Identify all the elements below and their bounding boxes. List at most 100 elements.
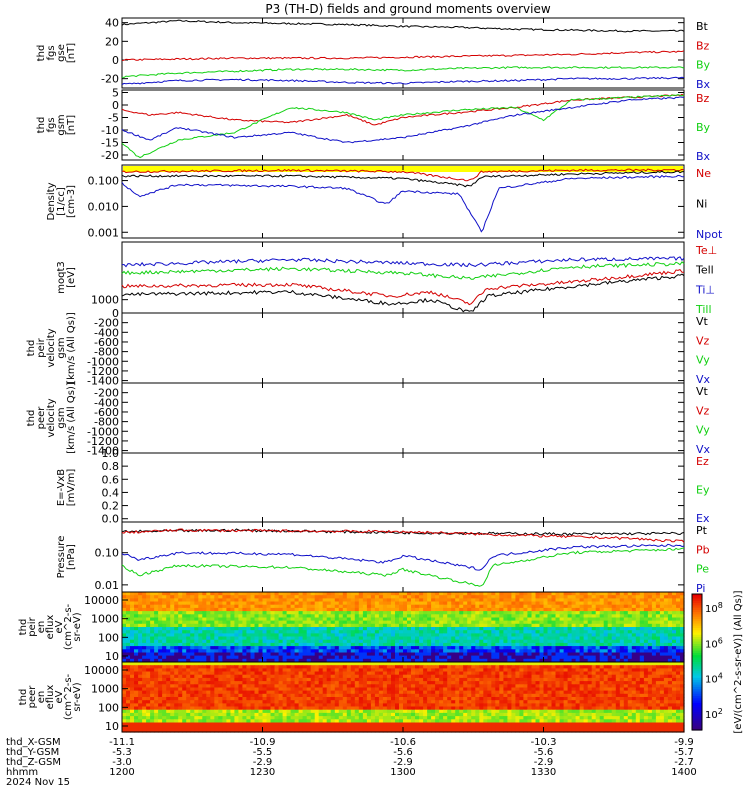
spectrogram-cell [362,652,368,657]
spectrogram-cell [659,684,665,689]
spectrogram-cell [615,677,621,682]
spectrogram-cell [150,677,155,682]
spectrogram-cell [475,655,480,660]
spectrogram-cell [447,677,452,682]
spectrogram-cell [158,592,163,596]
spectrogram-cell [278,630,284,634]
spectrogram-cell [162,649,167,654]
spectrogram-cell [672,617,677,622]
spectrogram-cell [591,652,597,657]
spectrogram-cell [507,674,512,679]
spectrogram-cell [591,681,597,685]
spectrogram-cell [194,674,199,679]
spectrogram-cell [603,636,609,641]
spectrogram-cell [258,607,264,612]
spectrogram-cell [535,662,541,666]
spectrogram-cell [278,607,284,612]
spectrogram-cell [571,668,577,673]
spectrogram-cell [382,646,388,650]
spectrogram-cell [326,658,332,663]
spectrogram-cell [234,697,239,701]
spectrogram-cell [680,607,685,612]
spectrogram-cell [567,627,573,631]
spectrogram-cell [559,617,565,622]
spectrogram-cell [627,592,633,596]
spectrogram-cell [663,633,669,638]
spectrogram-cell [439,649,444,654]
spectrogram-cell [499,646,504,650]
spectrogram-cell [370,690,376,695]
spectrogram-cell [527,617,532,622]
spectrogram-cell [595,674,601,679]
spectrogram-cell [643,649,649,654]
spectrogram-cell [523,623,528,628]
spectrogram-cell [527,604,532,609]
spectrogram-cell [395,674,400,679]
spectrogram-cell [680,665,685,669]
spectrogram-cell [182,592,187,596]
spectrogram-cell [182,658,187,663]
spectrogram-cell [399,607,404,612]
spectrogram-cell [595,604,601,609]
legend-Vy: Vy [696,424,710,437]
spectrogram-cell [194,630,199,634]
spectrogram-cell [447,633,452,638]
spectrogram-cell [334,690,340,695]
spectrogram-cell [559,623,565,628]
spectrogram-cell [399,630,404,634]
spectrogram-cell [218,662,223,666]
spectrogram-cell [431,595,436,599]
spectrogram-cell [523,598,528,603]
spectrogram-cell [174,668,179,673]
spectrogram-cell [138,630,143,634]
spectrogram-cell [174,630,179,634]
spectrogram-cell [154,598,159,603]
spectrogram-cell [190,681,195,685]
legend-Bz: Bz [696,92,710,105]
spectrogram-cell [455,617,460,622]
spectrogram-cell [242,617,247,622]
spectrogram-cell [278,697,284,701]
spectrogram-cell [543,684,549,689]
spectrogram-cell [655,636,661,641]
spectrogram-cell [543,604,549,609]
spectrogram-cell [631,617,637,622]
spectrogram-cell [298,601,304,606]
spectrogram-cell [451,630,456,634]
spectrogram-cell [431,687,436,692]
spectrogram-cell [266,604,272,609]
spectrogram-cell [282,684,288,689]
spectrogram-cell [587,646,593,650]
spectrogram-cell [142,604,147,609]
spectrogram-cell [511,617,516,622]
y-tick-label: 0.4 [102,486,120,499]
spectrogram-cell [431,598,436,603]
spectrogram-cell [399,614,404,619]
spectrogram-cell [647,681,653,685]
spectrogram-cell [258,662,264,666]
spectrogram-cell [467,687,472,692]
spectrogram-cell [282,658,288,663]
spectrogram-cell [423,620,428,625]
spectrogram-cell [395,636,400,641]
spectrogram-cell [391,620,396,625]
spectrogram-cell [515,668,520,673]
spectrogram-cell [202,687,207,692]
spectrogram-cell [270,623,276,628]
spectrogram-cell [282,668,288,673]
spectrogram-cell [214,595,219,599]
spectrogram-cell [647,642,653,647]
spectrogram-cell [467,652,472,657]
spectrogram-cell [623,607,629,612]
spectrogram-cell [563,633,569,638]
spectrogram-cell [374,620,380,625]
y-tick-label: 40 [105,17,119,30]
spectrogram-cell [451,665,456,669]
spectrogram-cell [403,601,408,606]
spectrogram-cell [627,665,633,669]
spectrogram-cell [419,687,424,692]
spectrogram-cell [142,592,147,596]
spectrogram-cell [186,620,191,625]
spectrogram-cell [330,690,336,695]
spectrogram-cell [503,662,508,666]
